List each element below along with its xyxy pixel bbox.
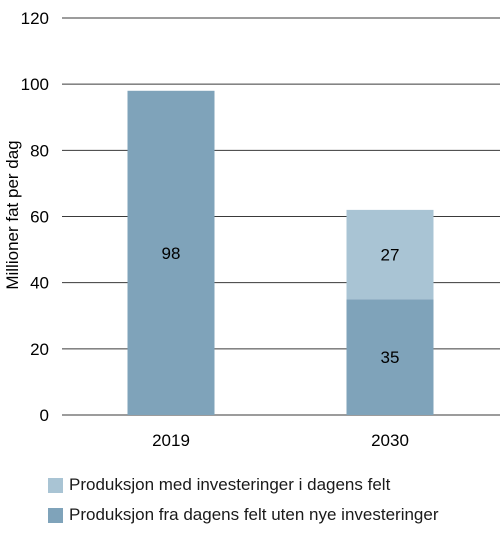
data-label: 35	[381, 348, 400, 367]
category-label: 2030	[371, 431, 409, 450]
data-label: 27	[381, 246, 400, 265]
y-tick-label: 20	[30, 340, 49, 359]
bar-segment	[346, 299, 434, 415]
y-tick-label: 80	[30, 141, 49, 160]
legend-item-existing-fields: Produksjon fra dagens felt uten nye inve…	[48, 500, 439, 530]
data-label: 98	[162, 244, 181, 263]
category-label: 2019	[152, 431, 190, 450]
y-tick-label: 40	[30, 274, 49, 293]
y-axis-label: Millioner fat per dag	[3, 140, 22, 289]
data-labels: 98 35 27	[162, 244, 400, 367]
legend: Produksjon med investeringer i dagens fe…	[48, 470, 439, 530]
y-tick-label: 120	[21, 9, 49, 28]
bar-segment	[346, 209, 434, 300]
y-tick-label: 60	[30, 208, 49, 227]
legend-swatch-investments	[48, 477, 63, 493]
legend-swatch-existing-fields	[48, 507, 63, 523]
bar-segment	[127, 90, 215, 416]
category-labels: 2019 2030	[152, 431, 409, 450]
legend-label-investments: Produksjon med investeringer i dagens fe…	[69, 475, 391, 494]
bars	[127, 90, 434, 416]
legend-item-investments: Produksjon med investeringer i dagens fe…	[48, 470, 439, 500]
y-tick-label: 0	[40, 406, 49, 425]
y-tick-labels: 0 20 40 60 80 100 120	[21, 9, 49, 425]
legend-label-existing-fields: Produksjon fra dagens felt uten nye inve…	[69, 505, 439, 524]
y-tick-label: 100	[21, 75, 49, 94]
